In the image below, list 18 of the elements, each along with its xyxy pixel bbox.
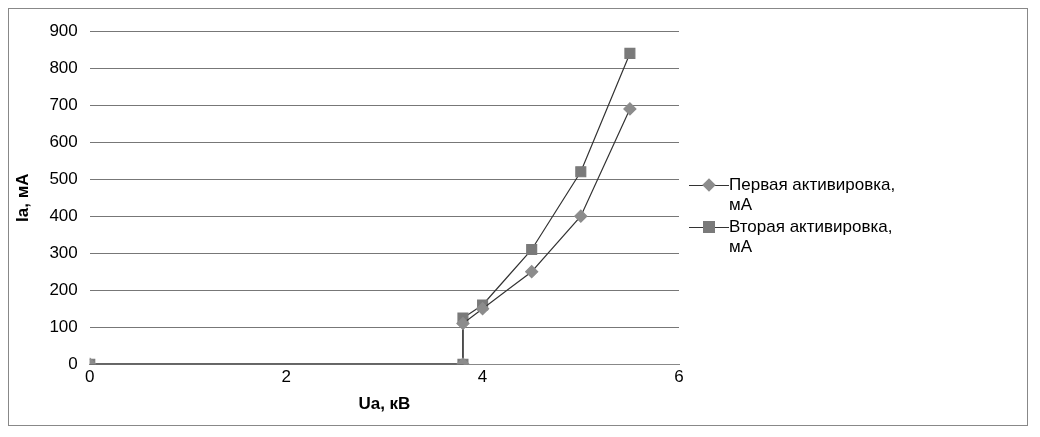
y-tick-label: 400 — [49, 205, 78, 225]
legend-label: Вторая активировка, мА — [729, 217, 894, 257]
x-tick-label: 2 — [281, 367, 291, 387]
y-tick-label: 800 — [49, 57, 78, 77]
y-tick-label: 300 — [49, 242, 78, 262]
x-axis-title: Ua, кВ — [358, 394, 411, 414]
y-tick-label: 200 — [49, 279, 78, 299]
y-axis-title: Ia, мА — [12, 173, 32, 222]
y-tick-label: 700 — [49, 94, 78, 114]
y-tick-label: 0 — [68, 353, 78, 373]
legend-label: Первая активировка, мА — [729, 175, 897, 215]
x-tick-label: 6 — [674, 367, 684, 387]
y-tick-label: 100 — [49, 316, 78, 336]
x-tick-label: 0 — [85, 367, 95, 387]
y-tick-label: 500 — [49, 168, 78, 188]
y-tick-label: 900 — [49, 20, 78, 40]
y-tick-label: 600 — [49, 131, 78, 151]
x-tick-label: 4 — [477, 367, 488, 387]
